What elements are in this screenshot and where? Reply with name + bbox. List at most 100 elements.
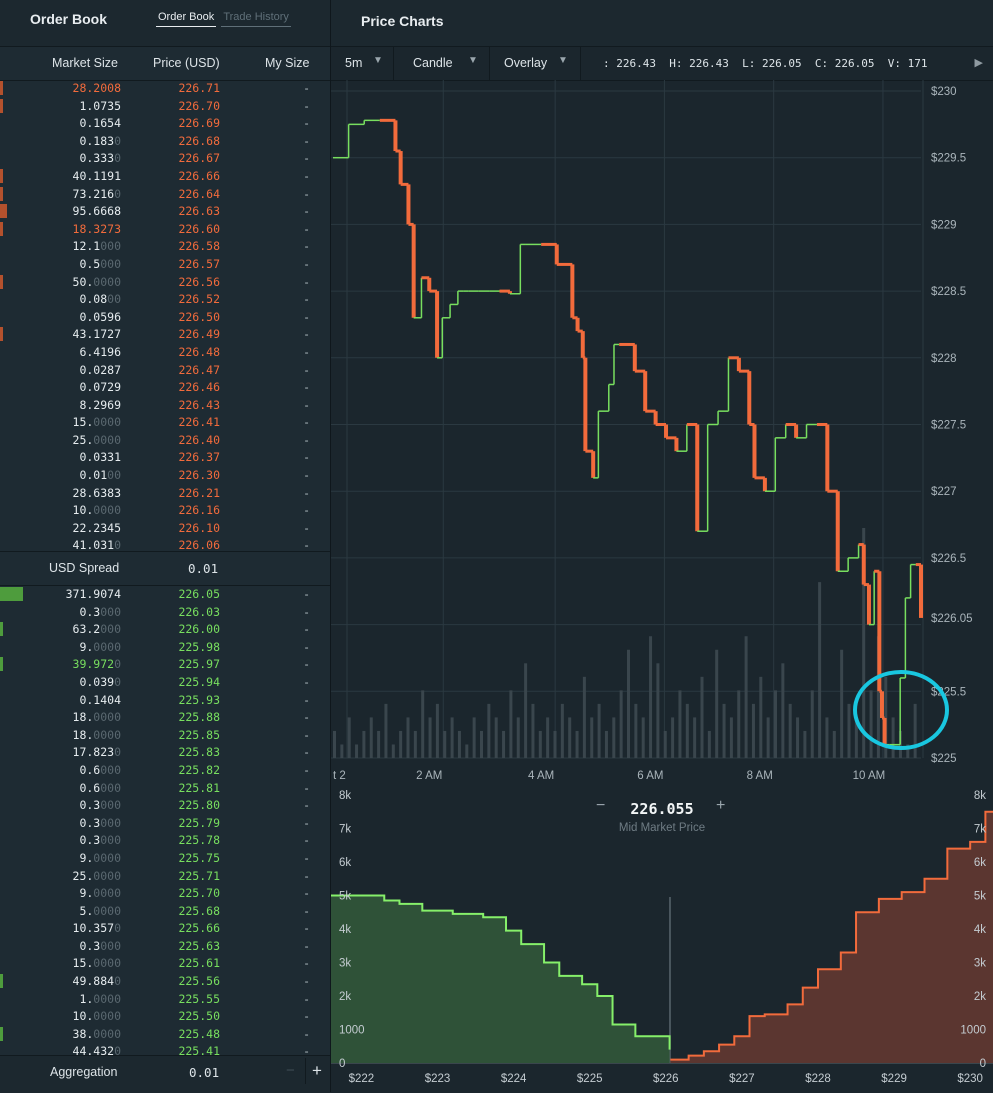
bid-row[interactable]: 0.3000 225.63 -	[0, 937, 330, 955]
my-size: -	[303, 239, 310, 254]
bid-row[interactable]: 0.3000 225.78 -	[0, 831, 330, 849]
ask-row[interactable]: 41.0310 226.06 -	[0, 536, 330, 551]
bid-row[interactable]: 49.8840 225.56 -	[0, 972, 330, 990]
ask-row[interactable]: 1.0735 226.70 -	[0, 97, 330, 115]
bid-row[interactable]: 25.0000 225.71 -	[0, 867, 330, 885]
ask-row[interactable]: 0.0100 226.30 -	[0, 466, 330, 484]
play-icon[interactable]: ▶	[974, 57, 983, 69]
bid-row[interactable]: 17.8230 225.83 -	[0, 743, 330, 761]
market-size: 0.3000	[79, 833, 121, 847]
ask-row[interactable]: 0.0331 226.37 -	[0, 448, 330, 466]
ask-row[interactable]: 15.0000 226.41 -	[0, 413, 330, 431]
bid-row[interactable]: 63.2000 226.00 -	[0, 620, 330, 638]
size-padding: 0000	[93, 710, 121, 725]
ask-row[interactable]: 10.0000 226.16 -	[0, 501, 330, 519]
chart-type-select[interactable]: Candle ▼	[393, 47, 490, 80]
volume-bar	[333, 730, 336, 758]
plus-icon[interactable]: +	[305, 1058, 328, 1084]
price: 226.64	[178, 186, 220, 201]
size-digits: 12.1	[72, 239, 101, 254]
tab-order-book[interactable]: Order Book	[156, 11, 217, 27]
interval-select[interactable]: 5m ▼	[331, 47, 394, 80]
my-size: -	[303, 397, 310, 412]
volume-bar	[524, 663, 528, 758]
ask-row[interactable]: 40.1191 226.66 -	[0, 167, 330, 185]
size-digits: 1.	[79, 991, 94, 1006]
size-digits: 0.0331	[79, 450, 121, 465]
market-size: 38.0000	[73, 1027, 121, 1041]
bid-row[interactable]: 15.0000 225.61 -	[0, 954, 330, 972]
market-size: 0.3000	[79, 939, 121, 953]
ask-row[interactable]: 18.3273 226.60 -	[0, 220, 330, 238]
ask-row[interactable]: 0.0800 226.52 -	[0, 290, 330, 308]
volume-bar	[413, 730, 417, 758]
ask-row[interactable]: 8.2969 226.43 -	[0, 396, 330, 414]
ask-row[interactable]: 6.4196 226.48 -	[0, 343, 330, 361]
ask-row[interactable]: 0.1654 226.69 -	[0, 114, 330, 132]
bid-row[interactable]: 38.0000 225.48 -	[0, 1025, 330, 1043]
bid-row[interactable]: 5.0000 225.68 -	[0, 902, 330, 920]
price: 225.82	[178, 762, 220, 777]
ask-row[interactable]: 0.0729 226.46 -	[0, 378, 330, 396]
size-digits: 0.0596	[79, 309, 121, 324]
mid-market-label: Mid Market Price	[618, 822, 706, 834]
bid-row[interactable]: 1.0000 225.55 -	[0, 990, 330, 1008]
volume-bar	[876, 636, 880, 758]
bid-row[interactable]: 9.0000 225.70 -	[0, 884, 330, 902]
bid-row[interactable]: 0.3000 226.03 -	[0, 603, 330, 621]
bid-row[interactable]: 0.3000 225.80 -	[0, 796, 330, 814]
bid-row[interactable]: 371.9074 226.05 -	[0, 585, 330, 603]
size-digits: 43.1727	[72, 327, 121, 342]
size-digits: 18.	[72, 710, 94, 725]
bid-row[interactable]: 10.0000 225.50 -	[0, 1007, 330, 1025]
bid-row[interactable]: 10.3570 225.66 -	[0, 919, 330, 937]
size-padding: 0	[114, 186, 121, 201]
ask-row[interactable]: 12.1000 226.58 -	[0, 237, 330, 255]
minus-icon[interactable]: −	[286, 1062, 295, 1079]
bid-row[interactable]: 18.0000 225.85 -	[0, 726, 330, 744]
size-padding: 0000	[93, 991, 121, 1006]
size-digits: 0.039	[79, 674, 115, 689]
ask-row[interactable]: 50.0000 226.56 -	[0, 273, 330, 291]
ask-row[interactable]: 0.0596 226.50 -	[0, 308, 330, 326]
y-tick-label: 7k	[974, 824, 986, 836]
ask-row[interactable]: 28.6383 226.21 -	[0, 484, 330, 502]
overlay-select[interactable]: Overlay ▼	[489, 47, 581, 80]
ask-row[interactable]: 28.2008 226.71 -	[0, 79, 330, 97]
ask-row[interactable]: 0.0287 226.47 -	[0, 361, 330, 379]
bid-row[interactable]: 0.1404 225.93 -	[0, 691, 330, 709]
bid-row[interactable]: 9.0000 225.98 -	[0, 638, 330, 656]
column-price: Price (USD)	[153, 56, 220, 70]
bid-row[interactable]: 9.0000 225.75 -	[0, 849, 330, 867]
bid-row[interactable]: 0.6000 225.81 -	[0, 779, 330, 797]
bid-row[interactable]: 0.3000 225.79 -	[0, 814, 330, 832]
price: 225.93	[178, 692, 220, 707]
price: 226.71	[178, 81, 220, 95]
bid-row[interactable]: 44.4320 225.41 -	[0, 1042, 330, 1055]
volume-bar	[715, 649, 719, 758]
bid-row[interactable]: 39.9720 225.97 -	[0, 655, 330, 673]
volume-bar	[443, 730, 447, 758]
bid-row[interactable]: 0.6000 225.82 -	[0, 761, 330, 779]
tab-trade-history[interactable]: Trade History	[221, 11, 291, 27]
ask-row[interactable]: 0.5000 226.57 -	[0, 255, 330, 273]
market-size: 1.0000	[79, 992, 121, 1006]
ask-row[interactable]: 43.1727 226.49 -	[0, 325, 330, 343]
ask-row[interactable]: 0.1830 226.68 -	[0, 132, 330, 150]
ask-row[interactable]: 73.2160 226.64 -	[0, 185, 330, 203]
ask-row[interactable]: 0.3330 226.67 -	[0, 149, 330, 167]
ask-row[interactable]: 22.2345 226.10 -	[0, 519, 330, 537]
volume-bar	[531, 703, 535, 758]
ask-row[interactable]: 25.0000 226.40 -	[0, 431, 330, 449]
bid-row[interactable]: 18.0000 225.88 -	[0, 708, 330, 726]
depth-chart[interactable]: 0 0 1000 1000 2k 2k 3k 3k 4k 4k 5k 5k 6k 6k 7k 7k 8k 8k $2…	[331, 787, 993, 1092]
ask-row[interactable]: 95.6668 226.63 -	[0, 202, 330, 220]
plus-icon[interactable]: +	[716, 797, 726, 814]
size-digits: 50.	[72, 274, 94, 289]
size-padding: 000	[100, 798, 121, 813]
minus-icon[interactable]: −	[596, 797, 606, 814]
bid-row[interactable]: 0.0390 225.94 -	[0, 673, 330, 691]
candle-chart[interactable]: $230 $229.5 $229 $228.5 $228 $227.5 $227 $226.5…	[331, 80, 993, 787]
usd-spread-row: USD Spread 0.01	[0, 551, 330, 586]
price-charts-title: Price Charts	[361, 13, 444, 29]
